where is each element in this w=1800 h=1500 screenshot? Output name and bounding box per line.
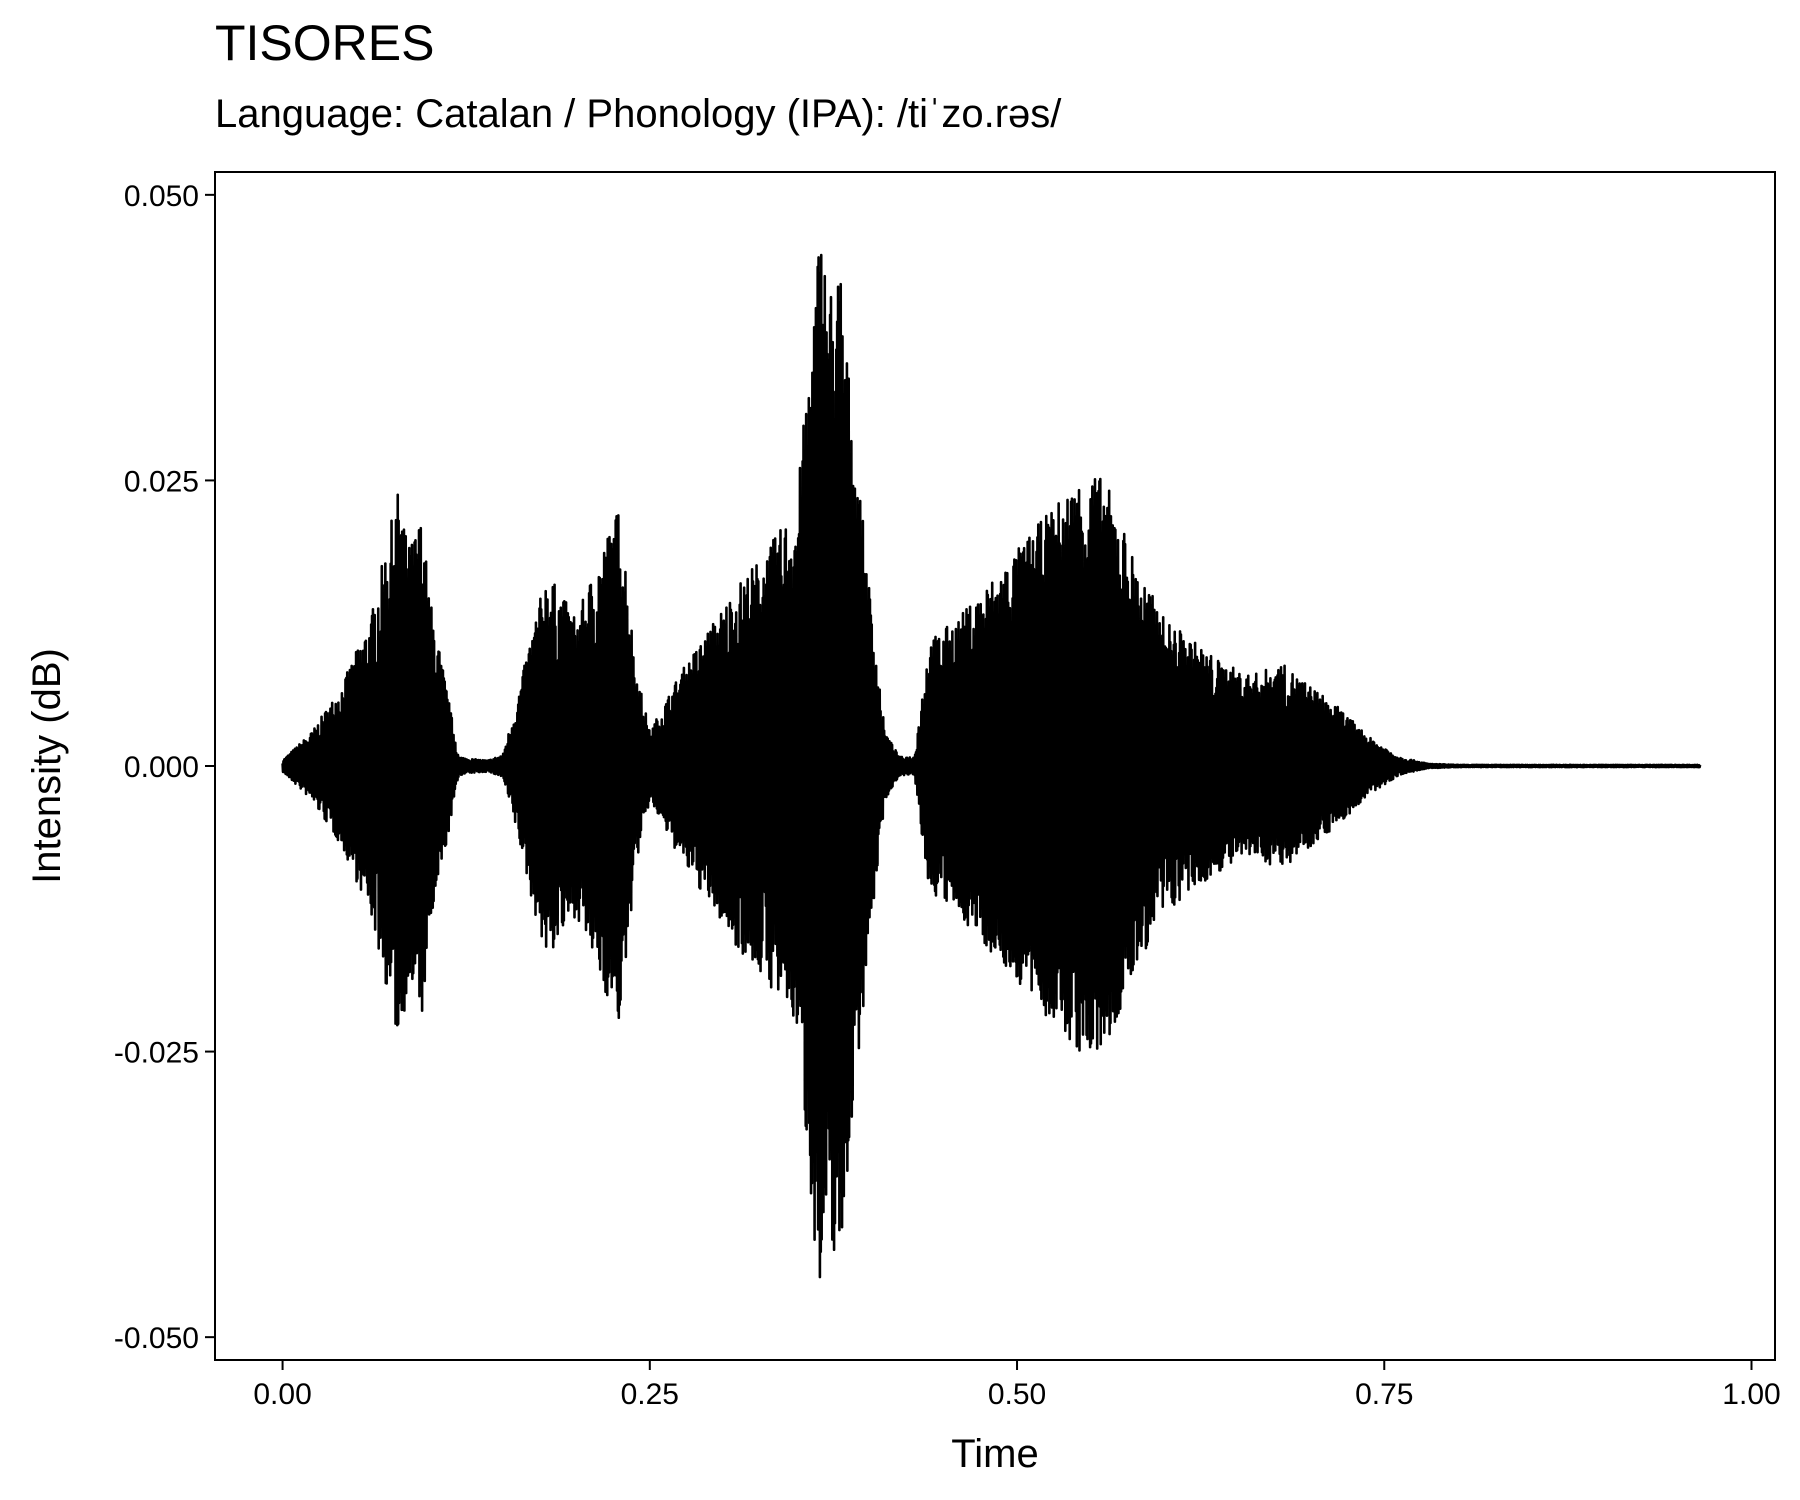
y-tick-label: 0.025 (124, 465, 199, 498)
plot-area (281, 253, 1702, 1279)
x-axis-title: Time (951, 1432, 1038, 1476)
y-tick-label: 0.000 (124, 751, 199, 784)
y-tick-label: -0.050 (114, 1322, 199, 1355)
chart-subtitle: Language: Catalan / Phonology (IPA): /ti… (215, 92, 1062, 136)
chart-title: TISORES (215, 15, 435, 71)
x-tick-label: 0.25 (621, 1378, 679, 1411)
y-tick-label: 0.050 (124, 180, 199, 213)
x-tick-label: 1.00 (1722, 1378, 1780, 1411)
y-axis-title: Intensity (dB) (25, 648, 69, 884)
x-axis: 0.00 0.25 0.50 0.75 1.00 (253, 1360, 1781, 1411)
y-tick-label: -0.025 (114, 1037, 199, 1070)
x-tick-label: 0.50 (988, 1378, 1046, 1411)
x-tick-label: 0.00 (253, 1378, 311, 1411)
waveform-line (281, 253, 1702, 1279)
y-axis: 0.050 0.025 0.000 -0.025 -0.050 (114, 180, 215, 1355)
x-tick-label: 0.75 (1355, 1378, 1413, 1411)
